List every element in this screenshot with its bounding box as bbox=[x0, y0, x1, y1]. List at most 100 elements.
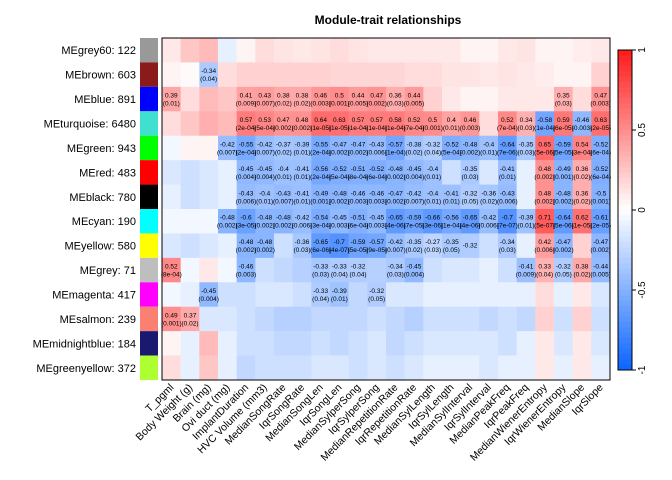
heatmap-cell bbox=[572, 135, 592, 161]
heatmap-cell bbox=[498, 86, 517, 112]
heatmap-cell bbox=[535, 184, 555, 210]
heatmap-cell bbox=[423, 355, 443, 381]
heatmap-cell bbox=[554, 38, 573, 63]
heatmap-cell bbox=[218, 331, 237, 356]
heatmap-cell bbox=[367, 38, 387, 63]
heatmap-cell bbox=[479, 111, 499, 137]
heatmap-cell bbox=[348, 184, 368, 210]
module-swatch bbox=[140, 86, 158, 112]
heatmap-cell bbox=[404, 111, 424, 137]
cell-label: -0.33 (0.04) bbox=[312, 288, 329, 303]
heatmap-cell bbox=[292, 86, 312, 112]
module-swatch bbox=[140, 282, 158, 307]
colorbar-tick-label: -0.5 bbox=[637, 281, 648, 299]
heatmap-cell bbox=[218, 86, 237, 112]
cell-label: -0.39 (0.01) bbox=[294, 141, 311, 156]
colorbar-step bbox=[618, 199, 632, 206]
heatmap-cell bbox=[255, 184, 275, 210]
heatmap-cell bbox=[236, 135, 256, 161]
heatmap-cell bbox=[516, 331, 536, 356]
row-label: MEblue: 891 bbox=[74, 94, 136, 106]
heatmap-cell bbox=[367, 331, 387, 356]
cell-label: -0.42 (0.006) bbox=[292, 215, 313, 230]
row-labels: MEgrey60: 122 MEbrown: 603 MEblue: 891 MEtu… bbox=[33, 45, 136, 375]
heatmap-cell bbox=[292, 282, 312, 308]
cell-label: -0.64 (5e-06) bbox=[553, 215, 574, 230]
heatmap-cell bbox=[348, 209, 368, 234]
heatmap-cell bbox=[236, 38, 256, 63]
heatmap-cell bbox=[535, 233, 555, 259]
heatmap-cell bbox=[348, 257, 368, 283]
cell-label: 0.39 (0.01) bbox=[163, 93, 180, 108]
cell-label: -0.42 (0.007) bbox=[404, 190, 425, 205]
chart-title: Module-trait relationships bbox=[315, 13, 462, 27]
cell-label: -0.48 (0.002) bbox=[254, 239, 275, 254]
heatmap-cell bbox=[535, 86, 555, 112]
heatmap-cell bbox=[386, 62, 405, 88]
heatmap-cell bbox=[479, 233, 499, 259]
heatmap-cell bbox=[199, 86, 219, 112]
cell-label: 0.62 (1e-05) bbox=[572, 215, 593, 230]
heatmap-cell bbox=[442, 306, 461, 332]
cell-label: -0.4 (0.01) bbox=[275, 166, 292, 181]
cell-label: -0.42 (0.007) bbox=[254, 141, 275, 156]
heatmap-cell bbox=[292, 209, 312, 234]
cell-label: -0.59 (5e-05) bbox=[348, 239, 369, 254]
heatmap-cell bbox=[330, 184, 349, 210]
cell-label: -0.45 (0.004) bbox=[236, 166, 257, 181]
heatmap-cell bbox=[460, 331, 480, 356]
colorbar-step bbox=[618, 258, 632, 264]
heatmap-cell bbox=[218, 160, 237, 185]
cell-label: -0.32 (0.05) bbox=[555, 264, 572, 279]
heatmap-cell bbox=[516, 355, 536, 381]
cell-label: 0.38 (0.02) bbox=[574, 264, 591, 279]
cell-labels: -0.34 (0.04) 0.39 (0.01) 0.41 (0.009)0.43 (0.0… bbox=[161, 68, 611, 327]
row-label: MEgrey60: 122 bbox=[61, 45, 136, 57]
heatmap-cell bbox=[460, 184, 480, 210]
cell-label: -0.51 (8e-04) bbox=[348, 166, 369, 181]
heatmap-cell bbox=[404, 38, 424, 63]
heatmap-cell bbox=[386, 306, 405, 332]
cell-label: 0.57 (1e-04) bbox=[348, 117, 369, 132]
colorbar-step bbox=[618, 71, 632, 78]
heatmap-cell bbox=[255, 355, 275, 381]
colorbar-step bbox=[618, 290, 632, 296]
heatmap-cell bbox=[460, 86, 480, 112]
heatmap-cell bbox=[274, 306, 293, 332]
heatmap-cell bbox=[386, 331, 405, 356]
cell-label: 0.5 (0.001) bbox=[329, 93, 350, 108]
cell-label: -0.39 (0.01) bbox=[331, 288, 348, 303]
heatmap-cell bbox=[591, 282, 611, 308]
heatmap-cell bbox=[348, 135, 368, 161]
heatmap-cell bbox=[404, 209, 424, 234]
heatmap-cell bbox=[367, 233, 387, 259]
heatmap-cell bbox=[162, 38, 181, 63]
heatmap-cell bbox=[255, 135, 275, 161]
heatmap-cell bbox=[442, 86, 461, 112]
heatmap-cell bbox=[591, 38, 611, 63]
colorbar-step bbox=[618, 300, 632, 307]
row-label: MEmagenta: 417 bbox=[52, 290, 136, 302]
cell-label: 0.37 (0.02) bbox=[182, 312, 199, 327]
cell-label: -0.52 (5e-04) bbox=[441, 141, 462, 156]
heatmap-cell bbox=[255, 160, 275, 185]
heatmap-cell bbox=[162, 355, 181, 381]
heatmap-cell bbox=[162, 86, 181, 112]
heatmap-cell bbox=[180, 160, 200, 185]
heatmap-cell bbox=[535, 282, 555, 308]
module-swatch bbox=[140, 209, 158, 234]
colorbar-step bbox=[618, 274, 632, 280]
colorbar-step bbox=[618, 220, 632, 227]
heatmap-cell bbox=[330, 282, 349, 308]
heatmap-cell bbox=[236, 86, 256, 112]
colorbar-step bbox=[618, 178, 632, 184]
cell-label: -0.56 (1e-04) bbox=[441, 215, 462, 230]
heatmap-cell bbox=[516, 184, 536, 210]
colorbar-step bbox=[618, 87, 632, 94]
colorbar-step bbox=[618, 215, 632, 222]
colorbar-step bbox=[618, 364, 632, 371]
heatmap-cell bbox=[330, 306, 349, 332]
heatmap-cell bbox=[404, 233, 424, 259]
